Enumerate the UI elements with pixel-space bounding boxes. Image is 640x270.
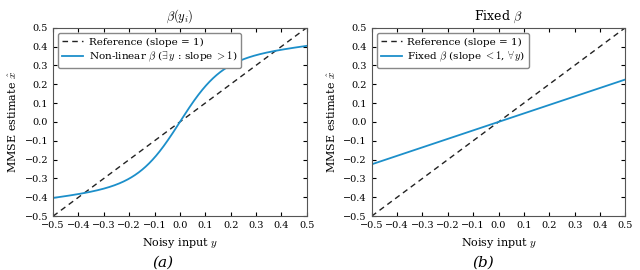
- Line: Reference (slope = 1): Reference (slope = 1): [53, 28, 307, 216]
- Reference (slope = 1): [381, 205, 388, 208]
- Reference (slope = 1): [173, 123, 180, 126]
- Reference (slope = 1): [303, 26, 310, 29]
- Reference (slope = 1): [166, 128, 173, 131]
- Line: Non-linear $\beta$ ($\exists\, y$ : slope $> 1$): Non-linear $\beta$ ($\exists\, y$ : slop…: [53, 46, 307, 198]
- Non-linear $\beta$ ($\exists\, y$ : slope $> 1$): (0.47, 0.398): slope $> 1$): (0.47, 0.398): [296, 45, 303, 49]
- Non-linear $\beta$ ($\exists\, y$ : slope $> 1$): (-0.0403, -0.0827): slope $> 1$): (-0.0403, -0.0827): [166, 136, 173, 139]
- Reference (slope = 1): [368, 215, 376, 218]
- Reference (slope = 1): [249, 66, 257, 69]
- Reference (slope = 1): [614, 32, 622, 35]
- Non-linear $\beta$ ($\exists\, y$ : slope $> 1$): (0.287, 0.349): slope $> 1$): (0.287, 0.349): [249, 55, 257, 58]
- Legend: Reference (slope = 1), Non-linear $\beta$ ($\exists\, y$ : slope $> 1$): Reference (slope = 1), Non-linear $\beta…: [58, 33, 241, 68]
- Reference (slope = 1): [621, 26, 629, 29]
- Reference (slope = 1): [614, 32, 621, 35]
- Reference (slope = 1): [62, 205, 70, 208]
- Non-linear $\beta$ ($\exists\, y$ : slope $> 1$): (0.5, 0.403): slope $> 1$): (0.5, 0.403): [303, 44, 310, 48]
- Reference (slope = 1): [296, 32, 303, 35]
- Text: (a): (a): [152, 256, 174, 270]
- Y-axis label: MMSE estimate $\hat{x}$: MMSE estimate $\hat{x}$: [326, 71, 338, 173]
- Y-axis label: MMSE estimate $\hat{x}$: MMSE estimate $\hat{x}$: [7, 71, 19, 173]
- X-axis label: Noisy input $y$: Noisy input $y$: [142, 235, 218, 249]
- Line: Reference (slope = 1): Reference (slope = 1): [372, 28, 625, 216]
- Title: $\beta(y_i)$: $\beta(y_i)$: [166, 7, 194, 25]
- Reference (slope = 1): [484, 128, 492, 131]
- Fixed $\beta$ (slope $< 1$, $\forall\, y$): [614, 80, 621, 84]
- Text: (b): (b): [472, 256, 494, 270]
- Reference (slope = 1): [568, 66, 575, 69]
- Reference (slope = 1): [492, 123, 499, 126]
- Fixed $\beta$ (slope $< 1$, $\forall\, y$): [368, 163, 376, 166]
- Non-linear $\beta$ ($\exists\, y$ : slope $> 1$): (-0.5, -0.403): slope $> 1$): (-0.5, -0.403): [49, 196, 57, 200]
- Fixed $\beta$ (slope $< 1$, $\forall\, y$): [492, 122, 499, 125]
- Fixed $\beta$ (slope $< 1$, $\forall\, y$): [614, 80, 622, 84]
- Non-linear $\beta$ ($\exists\, y$ : slope $> 1$): (0.471, 0.398): slope $> 1$): (0.471, 0.398): [296, 45, 303, 49]
- Fixed $\beta$ (slope $< 1$, $\forall\, y$): [484, 124, 492, 127]
- Legend: Reference (slope = 1), Fixed $\beta$ (slope $< 1$, $\forall\, y$): Reference (slope = 1), Fixed $\beta$ (sl…: [377, 33, 529, 68]
- Non-linear $\beta$ ($\exists\, y$ : slope $> 1$): (-0.0138, -0.0287): slope $> 1$): (-0.0138, -0.0287): [173, 126, 180, 129]
- Reference (slope = 1): [49, 215, 57, 218]
- Line: Fixed $\beta$ (slope $< 1$, $\forall\, y$): Fixed $\beta$ (slope $< 1$, $\forall\, y…: [372, 79, 625, 164]
- Fixed $\beta$ (slope $< 1$, $\forall\, y$): [621, 78, 629, 81]
- Reference (slope = 1): [296, 32, 303, 35]
- X-axis label: Noisy input $y$: Noisy input $y$: [461, 235, 536, 249]
- Fixed $\beta$ (slope $< 1$, $\forall\, y$): [568, 96, 575, 99]
- Title: Fixed $\beta$: Fixed $\beta$: [474, 8, 523, 25]
- Fixed $\beta$ (slope $< 1$, $\forall\, y$): [381, 158, 388, 162]
- Non-linear $\beta$ ($\exists\, y$ : slope $> 1$): (-0.449, -0.393): slope $> 1$): (-0.449, -0.393): [62, 194, 70, 198]
